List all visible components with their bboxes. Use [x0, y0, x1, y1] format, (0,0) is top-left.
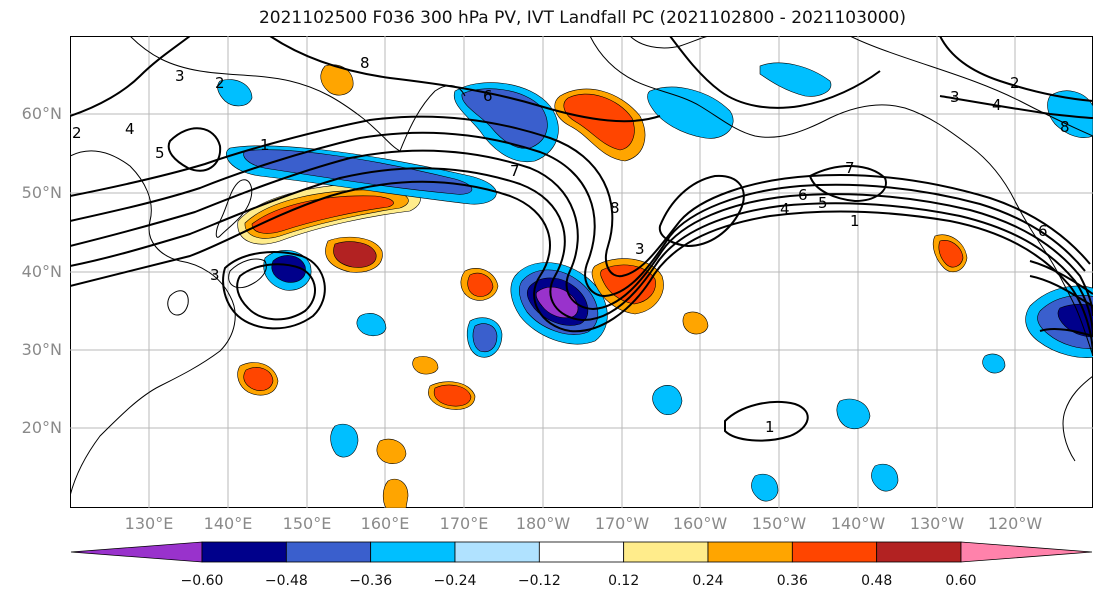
contour-label: 2 — [215, 74, 225, 92]
contour-label: 8 — [1060, 118, 1070, 136]
contour-label: 2 — [1010, 74, 1020, 92]
contour-label: 4 — [992, 96, 1002, 114]
colorbar-swatch — [201, 541, 287, 563]
colorbar-tick-label: −0.12 — [517, 573, 561, 589]
lon-label-130w: 130°W — [909, 514, 965, 533]
lon-label-170e: 170°E — [439, 514, 489, 533]
colorbar-swatch — [623, 541, 709, 563]
lon-label-170w: 170°W — [594, 514, 650, 533]
colorbar-tick-label: 0.60 — [945, 573, 977, 589]
contour-label: 8 — [610, 199, 620, 217]
lon-label-150e: 150°E — [282, 514, 332, 533]
lat-label-50n: 50°N — [21, 183, 62, 202]
contour-label: 8 — [360, 54, 370, 72]
lon-label-160w: 160°W — [672, 514, 728, 533]
lon-label-150w: 150°W — [751, 514, 807, 533]
map-plot: 1 2 3 4 5 6 7 8 1 4 5 6 7 8 3 4 2 1 3 3 … — [70, 36, 1093, 508]
colorbar-tick-label: −0.48 — [264, 573, 308, 589]
colorbar-tick-label: −0.60 — [180, 573, 224, 589]
lon-label-160e: 160°E — [360, 514, 410, 533]
contour-label: 3 — [175, 67, 185, 85]
contour-label: 1 — [765, 418, 775, 436]
contour-label: 6 — [798, 186, 808, 204]
contour-label: 3 — [210, 266, 220, 284]
colorbar-swatch — [538, 541, 625, 563]
map-title: 2021102500 F036 300 hPa PV, IVT Landfall… — [258, 8, 906, 28]
colorbar-swatch — [791, 541, 878, 563]
contour-label: 6 — [1038, 222, 1048, 240]
contour-label: 4 — [780, 200, 790, 218]
lon-label-130e: 130°E — [124, 514, 174, 533]
lat-label-30n: 30°N — [21, 340, 62, 359]
contour-label: 3 — [635, 240, 645, 258]
colorbar-swatch-extend-low — [70, 541, 203, 563]
colorbar — [70, 541, 1093, 563]
contour-label-group: 1 2 3 4 5 6 7 8 1 4 5 6 7 8 3 4 2 1 3 3 … — [72, 54, 1070, 436]
colorbar-swatch-extend-high — [960, 541, 1093, 563]
colorbar-tick-label: 0.24 — [692, 573, 724, 589]
colorbar-swatch — [707, 541, 793, 563]
colorbar-swatch — [454, 541, 540, 563]
contour-label: 3 — [950, 88, 960, 106]
colorbar-tick-label: 0.36 — [776, 573, 808, 589]
colorbar-tick-label: −0.36 — [349, 573, 393, 589]
colorbar-swatch — [285, 541, 372, 563]
contour-label: 6 — [483, 87, 493, 105]
pv-contours — [70, 36, 1093, 442]
contour-label: 5 — [818, 194, 828, 212]
lat-label-40n: 40°N — [21, 262, 62, 281]
contour-label: 4 — [125, 120, 135, 138]
lon-label-120w: 120°W — [987, 514, 1043, 533]
contour-label: 1 — [260, 136, 270, 154]
cool-anomaly-gulf-alaska — [647, 86, 734, 139]
lon-label-140e: 140°E — [203, 514, 253, 533]
contour-label: 7 — [510, 162, 520, 180]
contour-label: 5 — [155, 144, 165, 162]
pc-shading — [217, 62, 1093, 508]
lat-label-20n: 20°N — [21, 418, 62, 437]
colorbar-swatch — [370, 541, 456, 563]
colorbar-tick-label: 0.48 — [861, 573, 893, 589]
lat-label-60n: 60°N — [21, 104, 62, 123]
contour-label: 2 — [72, 124, 82, 142]
colorbar-tick-label: −0.24 — [433, 573, 477, 589]
contour-label: 1 — [850, 212, 860, 230]
lon-label-140w: 140°W — [830, 514, 886, 533]
contour-label: 7 — [845, 159, 855, 177]
lon-label-180w: 180°W — [515, 514, 571, 533]
colorbar-swatch — [876, 541, 962, 563]
colorbar-tick-label: 0.12 — [608, 573, 640, 589]
